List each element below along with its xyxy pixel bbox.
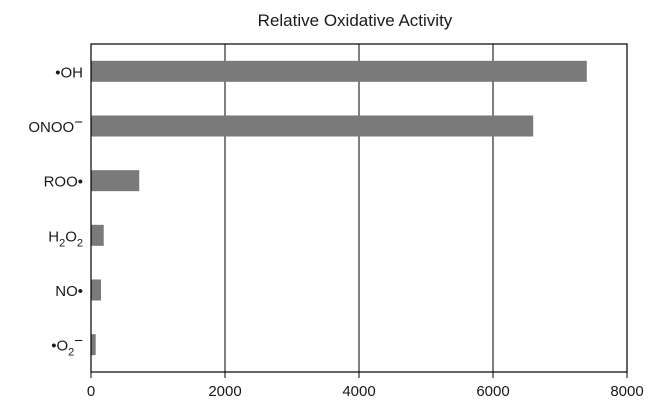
x-axis-ticks: 0 2000 4000 6000 8000 [87, 372, 644, 400]
category-labels: •OH ONOO− ROO• H2O2 NO• •O2− [28, 64, 83, 358]
bar [91, 115, 534, 137]
category-label: ROO• [44, 174, 83, 191]
grid-lines [224, 44, 494, 372]
bar [91, 334, 96, 356]
bar [91, 170, 140, 192]
x-tick-label: 2000 [208, 383, 241, 400]
x-tick-label: 0 [87, 383, 95, 400]
category-label: H2O2 [48, 228, 83, 249]
x-tick-label: 6000 [476, 383, 509, 400]
chart-title: Relative Oxidative Activity [258, 11, 453, 30]
bar [91, 279, 102, 301]
bar [91, 60, 587, 82]
bar [91, 224, 104, 246]
x-tick-label: 8000 [610, 383, 643, 400]
x-tick-label: 4000 [342, 383, 375, 400]
category-label: ONOO− [28, 114, 83, 136]
bars [91, 60, 587, 356]
category-label: •OH [55, 64, 83, 81]
category-label: NO• [55, 283, 83, 300]
category-label: •O2− [51, 333, 83, 359]
